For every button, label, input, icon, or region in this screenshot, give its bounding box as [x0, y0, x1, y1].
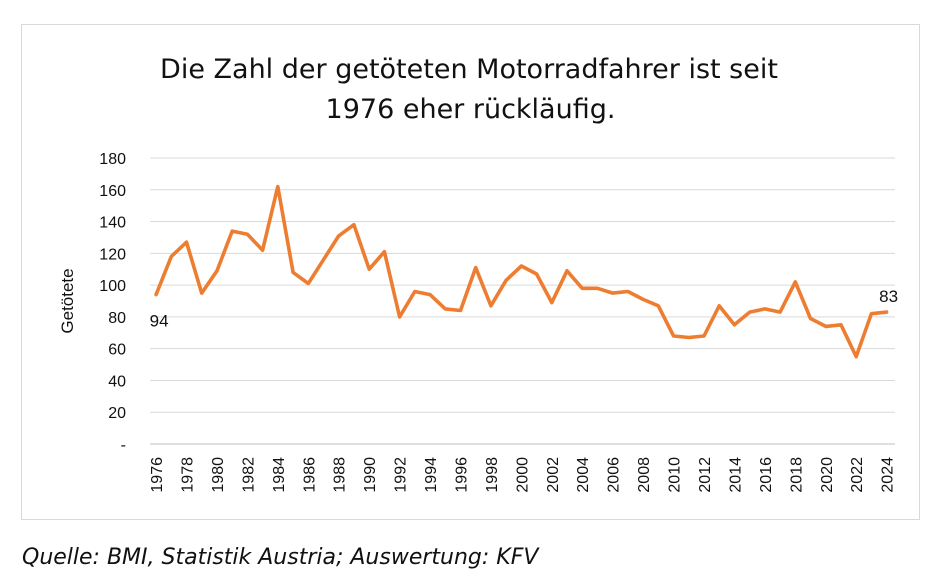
chart-title-line-2: 1976 eher rückläufig.: [325, 94, 616, 125]
x-tick-label: 1988: [332, 457, 349, 493]
x-tick-label: 1990: [362, 457, 379, 493]
x-tick-label: 2016: [758, 457, 775, 493]
x-tick-label: 1998: [484, 457, 501, 493]
data-label-last: 83: [879, 287, 898, 306]
x-tick-label: 2002: [545, 457, 562, 493]
labels: - 20 40 60 80 100 120 140 160 180 1976 1978 1980 1982…: [58, 151, 898, 493]
y-axis-label: Getötete: [58, 268, 77, 333]
x-tick-label: 1984: [271, 457, 288, 493]
x-tick-label: 1986: [301, 457, 318, 493]
x-tick-label: 1976: [149, 457, 166, 493]
x-tick-label: 1978: [180, 457, 197, 493]
y-tick-label: -: [121, 437, 126, 454]
y-tick-label: 40: [108, 373, 126, 390]
x-tick-label: 1996: [453, 457, 470, 493]
x-tick-label: 2022: [849, 457, 866, 493]
x-tick-label: 1994: [423, 457, 440, 493]
chart-title-line-1: Die Zahl der getöteten Motorradfahrer is…: [160, 54, 778, 85]
x-tick-label: 2024: [880, 457, 897, 493]
x-tick-label: 2018: [788, 457, 805, 493]
y-tick-label: 100: [99, 278, 126, 295]
x-tick-label: 2000: [514, 457, 531, 493]
x-tick-label: 2012: [697, 457, 714, 493]
x-tick-label: 1992: [393, 457, 410, 493]
y-tick-label: 160: [99, 183, 126, 200]
gridlines: [150, 157, 895, 413]
x-tick-label: 1982: [240, 457, 257, 493]
x-tick-label: 2010: [667, 457, 684, 493]
y-tick-label: 120: [99, 246, 126, 263]
chart-title: Die Zahl der getöteten Motorradfahrer is…: [21, 50, 920, 130]
data-label-first: 94: [150, 312, 169, 331]
y-tick-label: 80: [108, 310, 126, 327]
y-tick-label: 60: [108, 342, 126, 359]
chart-frame: [21, 24, 920, 520]
series-line: [154, 184, 889, 359]
x-tick-label: 2020: [819, 457, 836, 493]
source-note: Quelle: BMI, Statistik Austria; Auswertu…: [22, 545, 539, 570]
x-tick-label: 2014: [727, 457, 744, 493]
y-tick-label: 20: [108, 405, 126, 422]
x-tick-label: 2008: [636, 457, 653, 493]
x-tick-label: 2006: [606, 457, 623, 493]
y-tick-label: 140: [99, 215, 126, 232]
x-tick-label: 1980: [210, 457, 227, 493]
y-tick-label: 180: [99, 151, 126, 168]
x-tick-label: 2004: [575, 457, 592, 493]
series-layer: [154, 184, 889, 359]
